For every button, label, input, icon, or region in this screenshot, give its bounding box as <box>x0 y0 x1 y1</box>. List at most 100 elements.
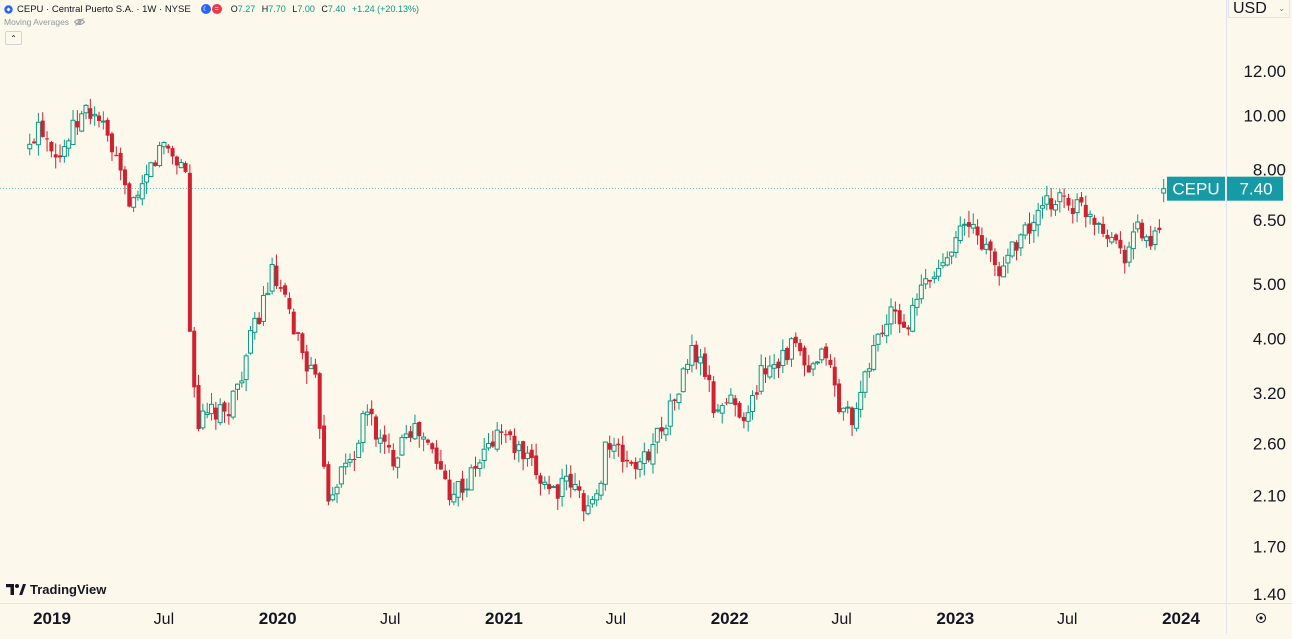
candle-up <box>494 422 500 452</box>
candle-up <box>148 161 154 177</box>
candle-down <box>430 442 435 454</box>
candle-body <box>906 327 911 330</box>
data-problem-icon[interactable]: = <box>211 4 222 14</box>
candle-up <box>1087 210 1093 225</box>
candle-body <box>1105 234 1110 239</box>
candle-body <box>707 374 712 381</box>
candle-body <box>391 449 396 467</box>
candle-body <box>953 237 959 253</box>
candle-body <box>494 429 500 450</box>
candle-down <box>386 433 391 454</box>
candle-body <box>620 444 625 462</box>
candle-up <box>871 335 877 372</box>
candle-up <box>1031 214 1037 243</box>
candle-body <box>776 361 781 369</box>
candle-down <box>802 345 807 377</box>
candle-body <box>1031 221 1037 232</box>
candle-down <box>1027 212 1032 244</box>
candle-up <box>563 464 569 491</box>
candle-up <box>360 410 366 453</box>
candle-up <box>481 437 487 469</box>
candle-body <box>473 466 478 469</box>
candle-down <box>754 385 759 400</box>
candle-body <box>386 444 391 448</box>
candle-body <box>252 317 258 333</box>
candle-down <box>1101 216 1106 238</box>
indicator-row[interactable]: Moving Averages <box>4 17 86 27</box>
candle-body <box>563 475 569 482</box>
candle-up <box>572 472 578 492</box>
eye-hidden-icon[interactable] <box>74 18 86 26</box>
candle-down <box>434 440 439 470</box>
candle-down <box>512 428 517 460</box>
candle-up <box>970 213 976 234</box>
candle-up <box>217 398 223 426</box>
candle-body <box>866 368 872 372</box>
candle-up <box>875 332 881 352</box>
candle-body <box>858 391 864 410</box>
candle-up <box>750 390 756 420</box>
last-price-symbol: CEPU <box>1172 180 1219 199</box>
candle-up <box>1126 241 1132 267</box>
candle-down <box>1070 199 1075 224</box>
candle-body <box>183 163 188 172</box>
candle-body <box>534 455 539 476</box>
y-tick-label: 12.00 <box>1243 62 1286 81</box>
y-tick-label: 2.60 <box>1253 434 1286 453</box>
candle-body <box>83 104 89 114</box>
candle-body <box>27 143 33 150</box>
candle-body <box>192 330 197 388</box>
candle-down <box>222 400 227 423</box>
candle-body <box>897 310 902 325</box>
candle-body <box>962 223 968 226</box>
candle-down <box>568 465 573 498</box>
candle-body <box>771 364 777 369</box>
settings-icon[interactable] <box>1254 611 1268 625</box>
candle-up <box>1109 232 1115 245</box>
candle-down <box>832 357 837 397</box>
candle-up <box>239 371 245 388</box>
collapse-legend-button[interactable]: ⌃ <box>5 31 22 45</box>
candle-body <box>490 441 495 447</box>
candle-body <box>260 294 266 322</box>
candle-up <box>728 388 734 404</box>
candle-down <box>122 166 127 195</box>
candle-up <box>949 251 955 265</box>
candle-down <box>153 160 158 167</box>
x-tick-label: Jul <box>606 611 626 628</box>
candle-body <box>902 321 907 328</box>
candle-down <box>114 146 119 157</box>
candle-up <box>464 478 470 498</box>
market-closed-icon[interactable]: ☾ <box>200 4 211 14</box>
candle-down <box>326 461 331 506</box>
candle-body <box>421 436 427 440</box>
candle-down <box>213 401 218 430</box>
candle-up <box>178 158 184 169</box>
tradingview-logo[interactable]: TradingView <box>6 582 106 597</box>
candle-body <box>1001 265 1007 278</box>
candle-up <box>144 164 150 195</box>
candle-down <box>352 450 357 472</box>
candle-body <box>888 306 894 325</box>
candle-body <box>1096 222 1102 225</box>
candle-body <box>923 278 929 285</box>
candle-body <box>230 390 236 418</box>
candle-body <box>481 448 487 461</box>
last-price-tag[interactable]: CEPU 7.40 <box>1167 176 1283 201</box>
candle-body <box>118 152 123 171</box>
high-value: 7.70 <box>268 4 286 14</box>
candle-body <box>287 298 292 310</box>
change-value: +1.24 (+20.13%) <box>351 4 419 14</box>
symbol-title[interactable]: CEPU · Central Puerto S.A. · 1W · NYSE <box>17 3 191 15</box>
candle-up <box>858 380 864 418</box>
candle-body <box>875 333 881 345</box>
candle-body <box>66 140 72 149</box>
x-tick-label: 2023 <box>936 609 974 628</box>
currency-selector[interactable]: USD ⌄ <box>1228 0 1290 18</box>
candle-down <box>166 143 171 153</box>
candle-up <box>594 489 600 507</box>
candle-body <box>944 257 950 266</box>
candle-down <box>313 358 318 378</box>
